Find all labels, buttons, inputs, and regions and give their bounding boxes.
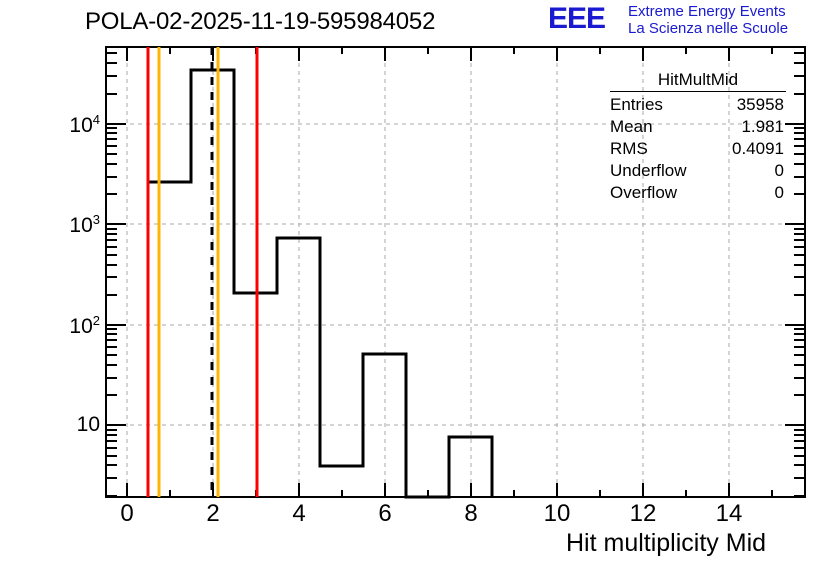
stats-row-entries: Entries 35958 <box>604 94 792 116</box>
stats-value-entries: 35958 <box>736 95 784 114</box>
stats-label-mean: Mean <box>610 117 653 136</box>
stats-value-overflow: 0 <box>774 183 784 202</box>
x-ticklabel-8: 8 <box>464 500 478 527</box>
plot-frame <box>105 46 806 498</box>
x-ticklabel-0: 0 <box>120 500 134 527</box>
x-ticklabel-6: 6 <box>378 500 392 527</box>
x-ticklabel-2: 2 <box>206 500 220 527</box>
x-axis-title: Hit multiplicity Mid <box>566 529 767 557</box>
x-ticklabel-14: 14 <box>715 500 743 527</box>
y-axis-ticks-right <box>785 52 805 497</box>
y-axis-ticks <box>106 52 126 497</box>
stats-row-underflow: Underflow 0 <box>604 160 792 182</box>
page-title: POLA-02-2025-11-19-595984052 <box>85 8 436 35</box>
stats-value-mean: 1.981 <box>741 117 784 136</box>
stats-row-rms: RMS 0.4091 <box>604 138 792 160</box>
stats-box: HitMultMid Entries 35958 Mean 1.981 RMS … <box>604 70 792 206</box>
eee-logo: EEE Extreme Energy Events La Scienza nel… <box>548 2 832 40</box>
x-ticklabel-10: 10 <box>543 500 571 527</box>
stats-row-mean: Mean 1.981 <box>604 116 792 138</box>
x-ticklabel-4: 4 <box>292 500 306 527</box>
y-ticklabel-10000: 104 <box>69 112 100 137</box>
stats-label-underflow: Underflow <box>610 161 687 180</box>
y-ticklabel-10: 10 <box>76 413 100 436</box>
eee-logo-letters: EEE <box>548 2 606 35</box>
histogram-outline <box>146 68 494 499</box>
marker-lines <box>146 47 259 497</box>
stats-row-overflow: Overflow 0 <box>604 182 792 204</box>
x-ticklabel-12: 12 <box>629 500 657 527</box>
stats-title: HitMultMid <box>610 70 786 92</box>
eee-logo-line1: Extreme Energy Events <box>628 3 786 20</box>
stats-label-rms: RMS <box>610 139 648 158</box>
y-ticklabel-1000: 103 <box>69 212 100 237</box>
eee-logo-line2: La Scienza nelle Scuole <box>628 20 789 37</box>
x-axis-ticks-top <box>126 47 773 61</box>
stats-value-rms: 0.4091 <box>732 139 784 158</box>
y-ticklabel-100: 102 <box>69 313 100 338</box>
stats-value-underflow: 0 <box>774 161 784 180</box>
stats-label-overflow: Overflow <box>610 183 678 202</box>
eee-logo-text: Extreme Energy Events La Scienza nelle S… <box>628 3 788 37</box>
stats-label-entries: Entries <box>610 95 663 114</box>
